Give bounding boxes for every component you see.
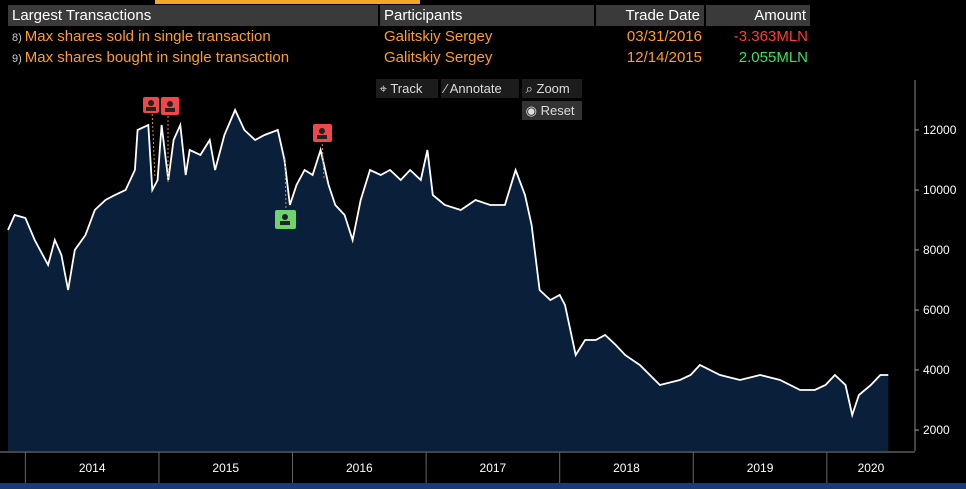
reset-button[interactable]: ◉ Reset (522, 101, 582, 120)
buy-marker (275, 157, 296, 229)
cell: 12/14/2015 (626, 49, 702, 66)
track-button[interactable]: ⌖ Track (376, 79, 438, 98)
header-cell: Trade Date (596, 5, 706, 26)
cell: 03/31/2016 (626, 28, 702, 45)
table-header: Largest Transactions Participants Trade … (8, 5, 812, 26)
label: Reset (540, 103, 575, 118)
y-tick-label: 8000 (923, 243, 950, 257)
cell: 8) Max shares sold in single transaction (8, 26, 380, 47)
y-tick-label: 6000 (923, 303, 950, 317)
row-number: 9) (12, 53, 22, 65)
y-tick-label: 4000 (923, 363, 950, 377)
cell: -3.363MLN (733, 28, 808, 45)
y-tick-label: 12000 (923, 123, 957, 137)
cell: Galitskiy Sergey (384, 28, 493, 45)
label: Track (390, 81, 423, 96)
line (7, 107, 889, 419)
table-row[interactable]: 8) Max shares sold in single transaction … (8, 26, 812, 47)
zoom-button[interactable]: ⌕ Zoom (522, 79, 582, 98)
header-cell: Amount (706, 5, 812, 26)
cell: Galitskiy Sergey (384, 49, 493, 66)
label: Annotate (449, 81, 502, 96)
cell: 9) Max shares bought in single transactio… (8, 47, 380, 68)
x-tick-label: 2017 (480, 461, 507, 475)
x-tick-label: 2016 (346, 461, 373, 475)
sell-marker (143, 97, 332, 182)
table-row[interactable]: 9) Max shares bought in single transactio… (8, 47, 812, 68)
x-tick-label: 2019 (747, 461, 774, 475)
x-tick-label: 2020 (858, 461, 885, 475)
header-cell: Largest Transactions (8, 5, 380, 26)
annotate-button[interactable]: ∕ Annotate (441, 79, 519, 98)
description: Max shares bought in single transaction (24, 49, 290, 66)
label: Zoom (536, 81, 570, 96)
row-number: 8) (12, 32, 22, 44)
x-tick-label: 2015 (212, 461, 239, 475)
transactions-table: Largest Transactions Participants Trade … (8, 5, 812, 68)
cell: 2.055MLN (738, 49, 808, 66)
header-cell: Participants (380, 5, 596, 26)
y-tick-label: 10000 (923, 183, 957, 197)
y-tick-label: 2000 (923, 423, 950, 437)
area (8, 110, 889, 451)
x-tick-label: 2014 (79, 461, 106, 475)
x-tick-label: 2018 (613, 461, 640, 475)
bottom-strip (0, 483, 966, 489)
description: Max shares sold in single transaction (24, 28, 271, 45)
top-bar (155, 0, 420, 4)
